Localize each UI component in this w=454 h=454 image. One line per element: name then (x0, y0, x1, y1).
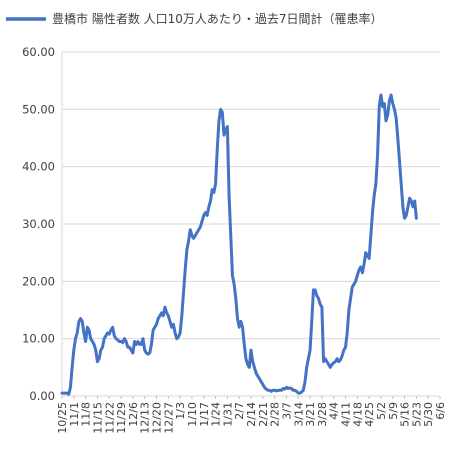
series-line (60, 93, 418, 396)
x-tick-label: 3/21 (304, 402, 317, 427)
x-tick-label: 1/24 (210, 402, 223, 427)
x-tick-label: 1/31 (221, 402, 234, 427)
x-tick-label: 6/6 (434, 402, 447, 420)
legend: 豊橋市 陽性者数 人口10万人あたり・過去7日間計（罹患率） (6, 11, 383, 26)
x-tick-label: 1/17 (198, 402, 211, 427)
x-tick-label: 3/28 (316, 402, 329, 427)
x-tick-label: 2/28 (269, 402, 282, 427)
x-tick-label: 12/20 (151, 402, 164, 434)
y-tick-label: 20.00 (22, 274, 55, 288)
x-tick-label: 1/3 (174, 402, 187, 420)
x-tick-label: 3/14 (292, 402, 305, 427)
x-tick-label: 2/7 (233, 402, 246, 420)
x-tick-label: 11/1 (68, 402, 81, 427)
x-tick-label: 11/29 (115, 402, 128, 434)
x-tick-label: 11/22 (103, 402, 116, 434)
x-axis: 10/2511/111/811/1511/2211/2912/612/1312/… (56, 396, 447, 434)
x-tick-label: 10/25 (56, 402, 69, 434)
x-tick-label: 2/14 (245, 402, 258, 427)
legend-label: 豊橋市 陽性者数 人口10万人あたり・過去7日間計（罹患率） (52, 11, 383, 26)
x-tick-label: 4/25 (363, 402, 376, 427)
y-tick-label: 10.00 (22, 332, 55, 346)
x-tick-label: 11/8 (80, 402, 93, 427)
x-tick-label: 2/21 (257, 402, 270, 427)
x-tick-label: 5/23 (410, 402, 423, 427)
y-tick-label: 0.00 (29, 389, 55, 403)
y-axis: 0.00 10.00 20.00 30.00 40.00 50.00 60.00 (22, 45, 55, 403)
y-tick-label: 60.00 (22, 45, 55, 59)
x-tick-label: 12/13 (139, 402, 152, 434)
y-tick-label: 30.00 (22, 217, 55, 231)
x-tick-label: 1/10 (186, 402, 199, 427)
x-tick-label: 5/16 (399, 402, 412, 427)
y-tick-label: 50.00 (22, 102, 55, 116)
x-tick-label: 3/7 (280, 402, 293, 420)
x-tick-label: 12/6 (127, 402, 140, 427)
series (60, 93, 418, 396)
x-tick-label: 12/27 (162, 402, 175, 434)
y-tick-label: 40.00 (22, 160, 55, 174)
x-tick-label: 5/2 (375, 402, 388, 420)
x-tick-label: 5/9 (387, 402, 400, 420)
x-tick-label: 4/11 (340, 402, 353, 427)
x-tick-label: 11/15 (91, 402, 104, 434)
x-tick-label: 4/4 (328, 402, 341, 420)
x-tick-label: 4/18 (351, 402, 364, 427)
x-tick-label: 5/30 (422, 402, 435, 427)
